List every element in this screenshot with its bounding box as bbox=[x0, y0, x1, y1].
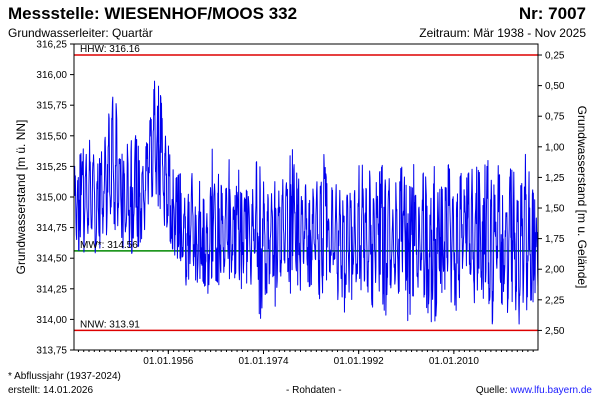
groundwater-series-line bbox=[73, 80, 539, 325]
reference-line-label: MW*: 314.56 bbox=[80, 240, 138, 251]
station-title: Messstelle: WIESENHOF/MOOS 332 bbox=[8, 4, 298, 23]
y-tick-label-right: 2,00 bbox=[545, 265, 565, 276]
y-tick-label-left: 314,25 bbox=[36, 284, 67, 295]
y-tick-label-left: 315,50 bbox=[36, 131, 67, 142]
y-tick-label-left: 316,00 bbox=[36, 70, 67, 81]
source-label: Quelle: www.lfu.bayern.de bbox=[476, 385, 592, 396]
x-tick-label: 01.01.1974 bbox=[238, 356, 288, 367]
y-tick-label-left: 314,00 bbox=[36, 315, 67, 326]
hydrological-year-note: * Abflussjahr (1937-2024) bbox=[8, 371, 121, 382]
y-tick-label-left: 315,00 bbox=[36, 193, 67, 204]
y-tick-label-left: 316,25 bbox=[36, 40, 67, 51]
y-tick-label-right: 2,25 bbox=[545, 295, 565, 306]
y-tick-label-left: 314,75 bbox=[36, 223, 67, 234]
y-tick-label-left: 313,75 bbox=[36, 346, 67, 357]
y-tick-label-right: 1,00 bbox=[545, 142, 565, 153]
y-axis-title-left: Grundwasserstand [m ü. NN] bbox=[14, 120, 28, 275]
aquifer-label: Grundwasserleiter: Quartär bbox=[8, 26, 153, 40]
reference-line-label: NNW: 313.91 bbox=[80, 319, 140, 330]
y-tick-label-right: 2,50 bbox=[545, 326, 565, 337]
y-tick-label-right: 0,25 bbox=[545, 51, 565, 62]
y-tick-label-left: 315,75 bbox=[36, 101, 67, 112]
x-tick-label: 01.01.1992 bbox=[334, 356, 384, 367]
y-tick-label-right: 1,50 bbox=[545, 204, 565, 215]
y-tick-label-right: 0,50 bbox=[545, 81, 565, 92]
y-tick-label-right: 1,75 bbox=[545, 234, 565, 245]
x-tick-label: 01.01.2010 bbox=[429, 356, 479, 367]
created-date: erstellt: 14.01.2026 bbox=[8, 385, 94, 396]
y-tick-label-right: 1,25 bbox=[545, 173, 565, 184]
period-label: Zeitraum: Mär 1938 - Nov 2025 bbox=[419, 26, 586, 40]
y-tick-label-right: 0,75 bbox=[545, 112, 565, 123]
station-number: Nr: 7007 bbox=[518, 4, 586, 23]
raw-data-label: - Rohdaten - bbox=[286, 385, 342, 396]
source-link[interactable]: www.lfu.bayern.de bbox=[510, 385, 592, 396]
x-tick-label: 01.01.1956 bbox=[143, 356, 193, 367]
y-tick-label-left: 315,25 bbox=[36, 162, 67, 173]
y-axis-title-right: Grundwasserstand [m u. Gelände] bbox=[575, 106, 589, 289]
reference-line-label: HHW: 316.16 bbox=[80, 44, 140, 55]
source-prefix: Quelle: bbox=[475, 385, 511, 396]
y-tick-label-left: 314,50 bbox=[36, 254, 67, 265]
